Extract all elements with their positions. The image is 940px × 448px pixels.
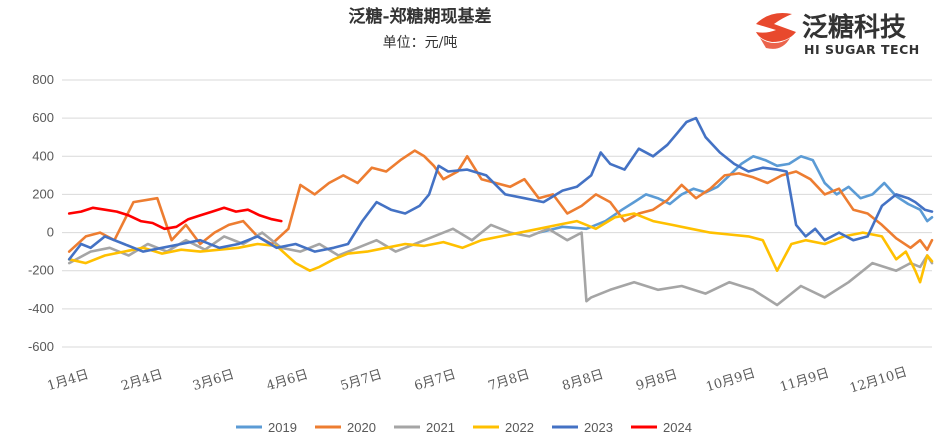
chart-title: 泛糖-郑糖期现基差 [348,6,491,27]
series-line-2022 [67,212,934,284]
legend-label-2023: 2023 [584,420,613,435]
y-tick-label: 200 [32,186,54,201]
series-lines [67,116,934,307]
logo-mark-icon [756,13,796,49]
legend-label-2024: 2024 [663,420,692,435]
x-axis: 1月4日 2月4日 3月6日 4月6日 5月7日 6月7日 7月8日 8月8日 9月8日 10月9… [46,365,909,397]
series-line-2023 [67,116,934,261]
gridlines [62,79,932,348]
legend-label-2022: 2022 [505,420,534,435]
x-tick-label: 3月6日 [191,367,236,394]
y-tick-label: 800 [32,72,54,87]
legend-label-2019: 2019 [268,420,297,435]
y-tick-label: 0 [47,225,54,240]
x-tick-label: 1月4日 [46,367,91,394]
series-line-2024 [67,206,283,231]
chart-subtitle: 单位：元/吨 [383,35,458,51]
x-tick-label: 4月6日 [265,367,310,394]
x-tick-label: 9月8日 [634,367,679,394]
legend-label-2021: 2021 [426,420,455,435]
logo-text-en: HI SUGAR TECH [804,42,920,57]
x-tick-label: 7月8日 [487,367,532,394]
x-tick-label: 5月7日 [339,367,384,394]
y-axis: 800 600 400 200 0 -200 -400 -600 [28,72,54,354]
x-tick-label: 10月9日 [704,366,757,395]
series-line-2020 [67,149,934,253]
y-tick-label: -200 [28,263,54,278]
logo-text-cn: 泛糖科技 [802,12,906,43]
series-line-2021 [67,223,934,307]
y-tick-label: -400 [28,301,54,316]
legend: 2019 2020 2021 2022 2023 2024 [236,420,692,435]
y-tick-label: 400 [32,148,54,163]
x-tick-label: 2月4日 [119,367,164,394]
legend-label-2020: 2020 [347,420,376,435]
y-tick-label: -600 [28,339,54,354]
x-tick-label: 6月7日 [413,367,458,394]
y-tick-label: 600 [32,110,54,125]
x-tick-label: 11月9日 [778,366,831,395]
brand-logo: 泛糖科技 HI SUGAR TECH [756,12,920,57]
series-line-2019 [537,155,934,234]
x-tick-label: 12月10日 [848,365,909,397]
x-tick-label: 8月8日 [560,367,605,394]
